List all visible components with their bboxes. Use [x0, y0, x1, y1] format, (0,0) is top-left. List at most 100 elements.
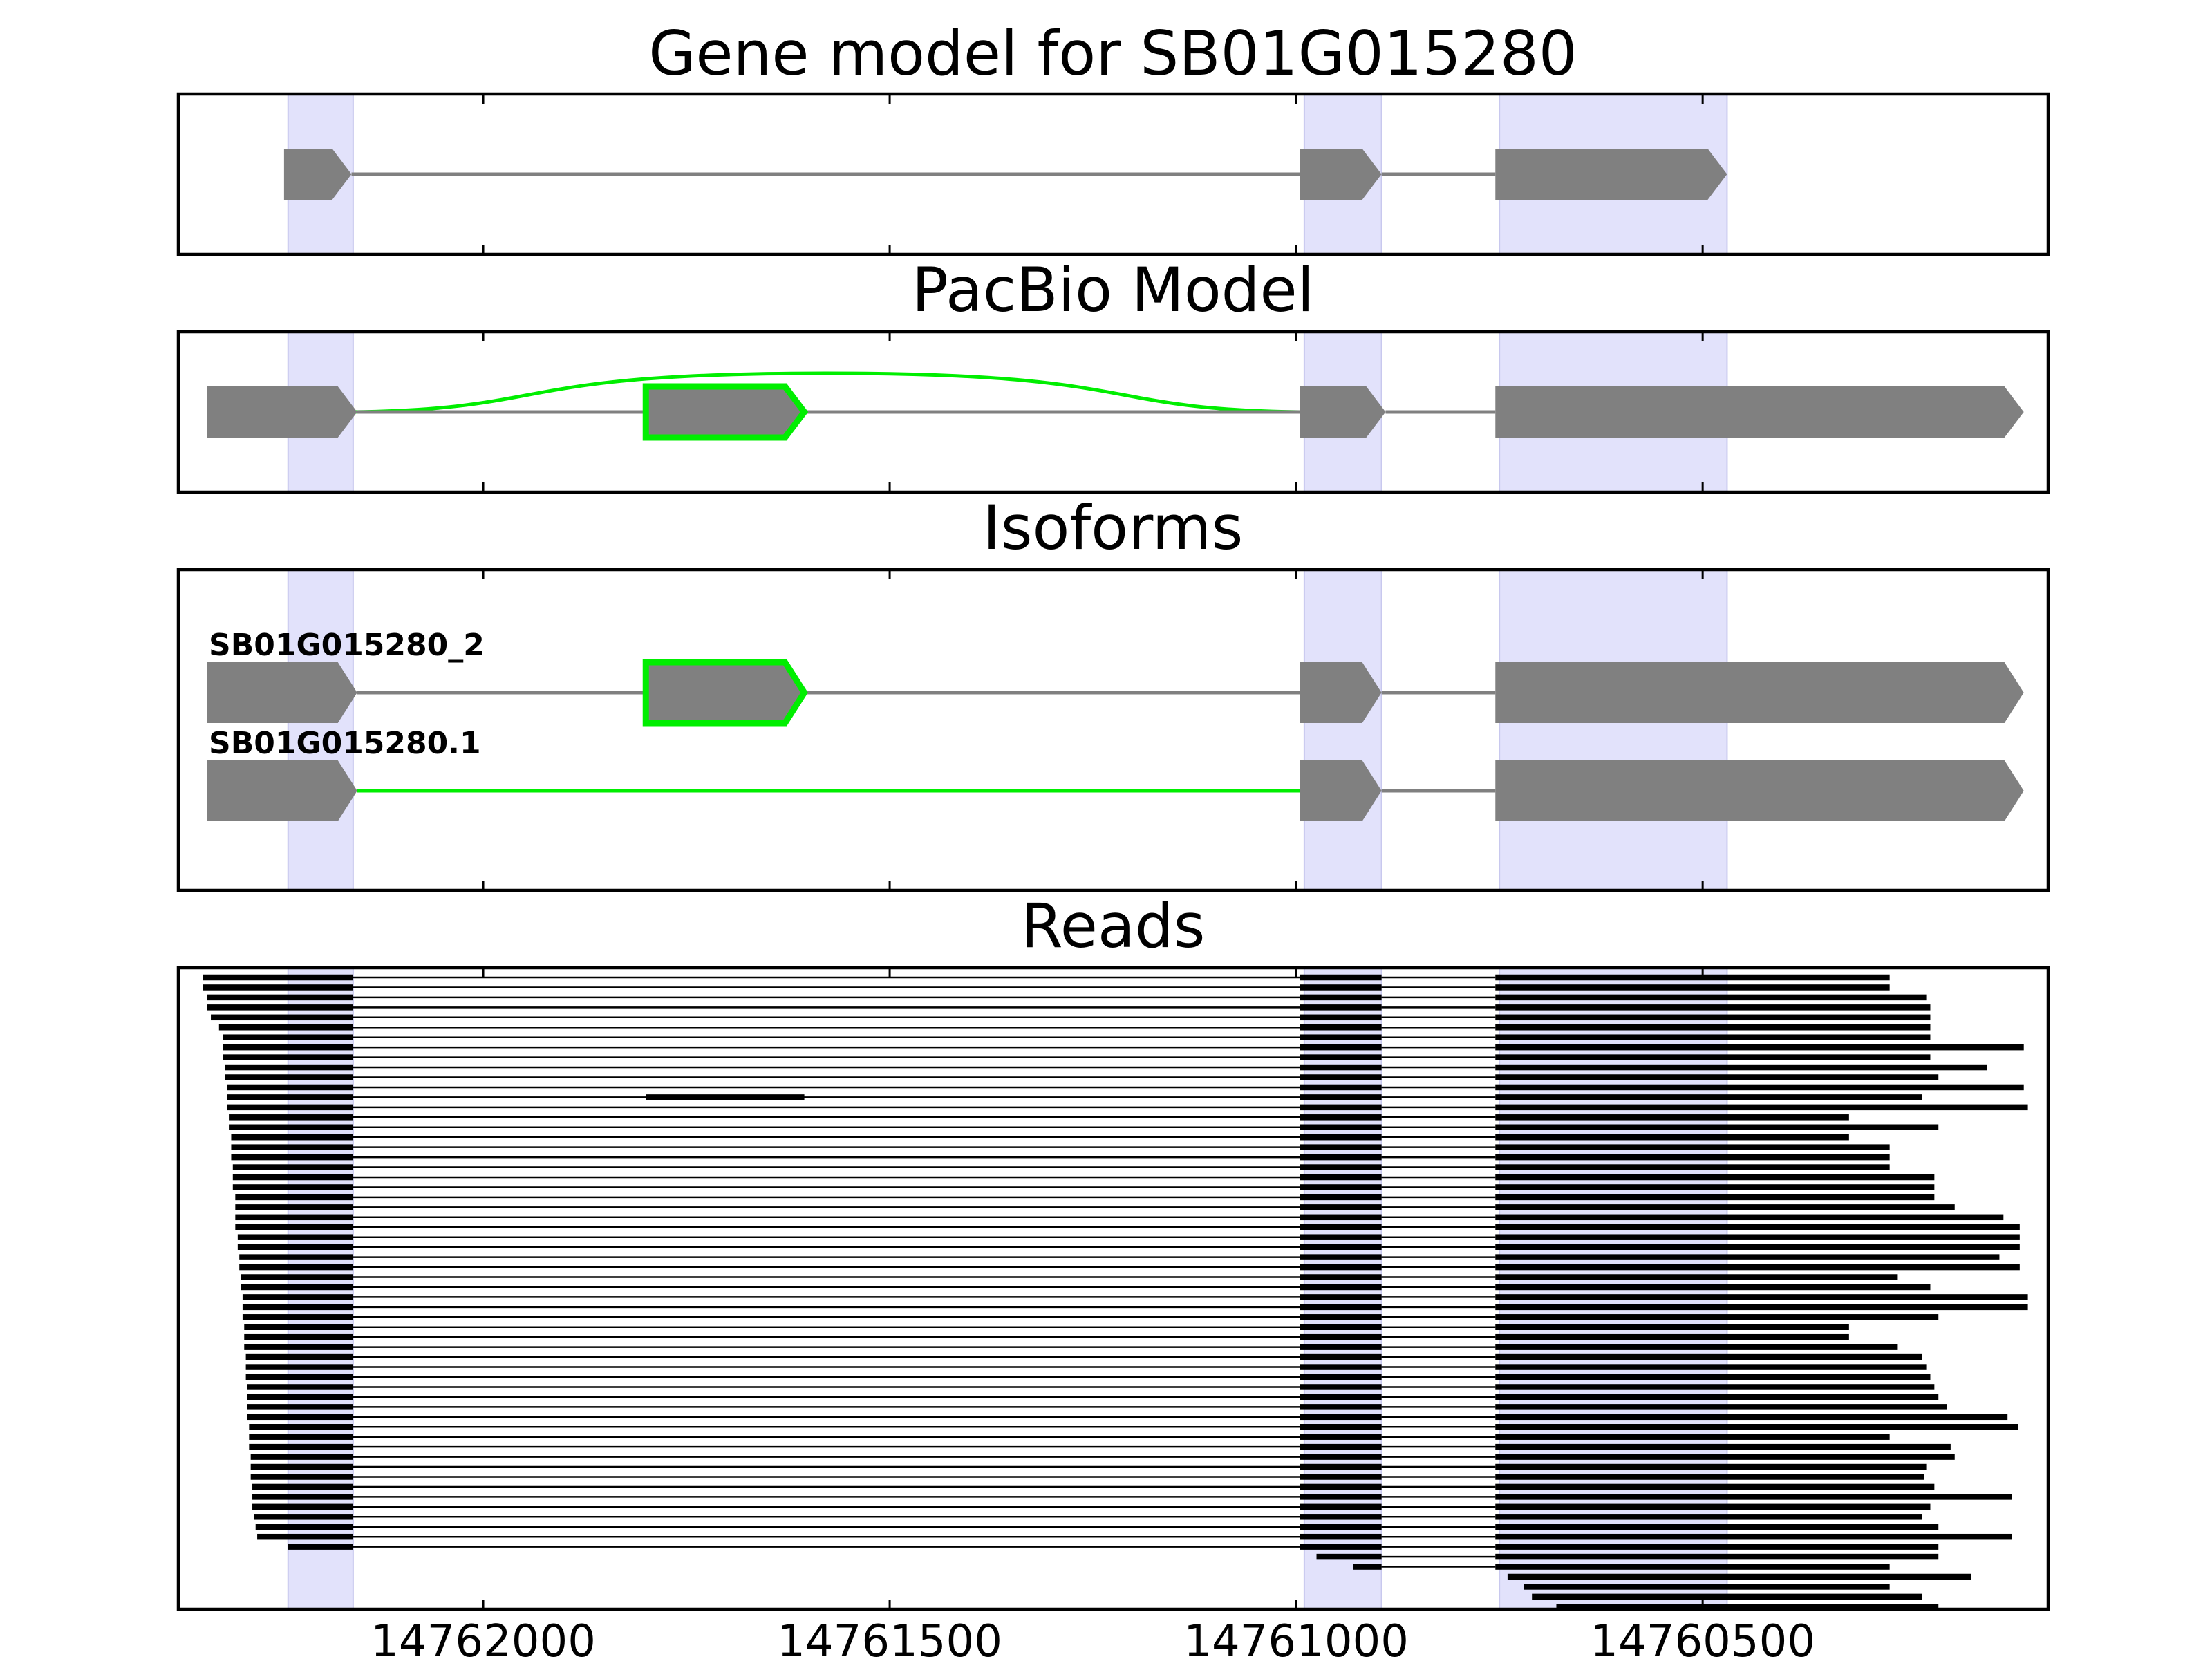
read-exon1 [247, 1414, 353, 1421]
read-exon2 [1300, 1404, 1382, 1410]
read-exon1 [241, 1284, 353, 1291]
read-exon2 [1300, 1364, 1382, 1370]
read-exon3 [1495, 1384, 1935, 1390]
exon-block [1300, 662, 1382, 723]
read-exon2 [1300, 974, 1382, 981]
read-exon3 [1495, 1214, 2004, 1221]
exon-region-band [1499, 569, 1728, 891]
read-exon1 [237, 1244, 353, 1250]
read-exon1 [227, 1104, 353, 1111]
read-exon2 [1300, 1194, 1382, 1201]
read-exon1 [242, 1314, 353, 1320]
read-exon1 [247, 1404, 353, 1410]
read-exon3 [1532, 1593, 1922, 1600]
read-exon2 [1300, 1104, 1382, 1111]
read-exon2 [1300, 1514, 1382, 1520]
exon-block [1495, 386, 2024, 438]
read-exon1 [237, 1234, 353, 1240]
x-tick-label: 14762000 [371, 1616, 596, 1659]
read-exon1 [231, 1134, 353, 1141]
read-exon1 [227, 1084, 353, 1091]
splice-arc [351, 371, 1301, 414]
read-exon1 [252, 1503, 353, 1510]
read-exon2 [1300, 1094, 1382, 1100]
read-exon2 [1300, 1483, 1382, 1490]
read-exon1 [235, 1214, 353, 1221]
panel-pacbio-frame [176, 330, 2050, 494]
read-exon2 [1300, 1474, 1382, 1480]
exon-block [207, 386, 357, 438]
read-exon1 [242, 1294, 353, 1300]
novel-exon [642, 659, 808, 727]
exon-block [1495, 149, 1727, 200]
read-exon1 [231, 1154, 353, 1161]
read-exon3 [1495, 1124, 1939, 1130]
read-exon1 [207, 994, 353, 1001]
read-exon1 [223, 1054, 353, 1060]
read-exon2 [1300, 1114, 1382, 1121]
read-exon2 [1300, 1424, 1382, 1430]
read-exon1 [254, 1514, 353, 1520]
read-exon3 [1495, 1164, 1890, 1170]
read-exon3 [1524, 1584, 1890, 1590]
read-exon3 [1495, 1404, 1947, 1410]
read-exon3 [1495, 1224, 2020, 1230]
panel-isoforms-background [178, 570, 2048, 890]
read-exon2 [1300, 1394, 1382, 1400]
read-exon3 [1495, 1054, 1931, 1060]
read-exon3 [1495, 1514, 1922, 1520]
read-exon3 [1495, 1244, 2020, 1250]
read-exon2 [1300, 1274, 1382, 1280]
read-exon1 [247, 1394, 353, 1400]
read-exon1 [249, 1424, 353, 1430]
read-exon1 [229, 1124, 353, 1130]
read-exon2 [1300, 1074, 1382, 1080]
read-exon3 [1495, 1483, 1935, 1490]
exon-block [207, 760, 357, 821]
read-exon1 [245, 1374, 353, 1380]
read-exon1 [225, 1064, 353, 1071]
read-exon2 [1300, 1024, 1382, 1031]
read-exon3 [1495, 1364, 1927, 1370]
panel-title-gene-model: Gene model for SB01G015280 [648, 18, 1577, 89]
read-exon3 [1495, 1254, 2000, 1260]
read-exon3 [1495, 1553, 1939, 1560]
read-exon2 [1300, 1044, 1382, 1051]
read-exon2 [1300, 1204, 1382, 1210]
read-exon1 [242, 1304, 353, 1311]
exon-region-band [287, 569, 354, 891]
panel-gene-model-content [283, 149, 1727, 200]
read-exon2 [1300, 1034, 1382, 1040]
read-exon1 [232, 1164, 353, 1170]
read-exon1 [239, 1254, 353, 1260]
panel-title-reads: Reads [1021, 890, 1206, 962]
x-tick-label: 14761000 [1183, 1616, 1409, 1659]
read-exon2 [1300, 1524, 1382, 1530]
read-exon1 [232, 1184, 353, 1190]
read-exon2 [1300, 1353, 1382, 1360]
read-exon1 [203, 974, 353, 981]
panel-pacbio-content [207, 371, 2024, 441]
exon-block [1300, 760, 1382, 821]
read-exon1 [227, 1094, 353, 1100]
read-exon3 [1495, 1474, 1924, 1480]
read-exon2 [1300, 1454, 1382, 1460]
panel-isoforms-regions [287, 569, 1728, 891]
read-exon3 [1495, 1324, 1849, 1330]
read-exon1 [218, 1024, 353, 1031]
read-exon1 [239, 1264, 353, 1271]
read-exon2 [1300, 1384, 1382, 1390]
read-exon2 [1300, 1014, 1382, 1021]
read-exon3 [1495, 1184, 1935, 1190]
read-exon1 [203, 984, 353, 991]
read-exon2 [1300, 1294, 1382, 1300]
exon-block [1495, 760, 2024, 821]
panel-reads-content [203, 974, 2028, 1610]
panel-reads-frame [176, 966, 2050, 1611]
read-exon1 [223, 1044, 353, 1051]
read-exon1 [235, 1194, 353, 1201]
read-exon1 [244, 1344, 353, 1350]
read-exon1 [288, 1544, 353, 1550]
read-exon3 [1495, 1353, 1922, 1360]
read-exon3 [1495, 1114, 1849, 1121]
